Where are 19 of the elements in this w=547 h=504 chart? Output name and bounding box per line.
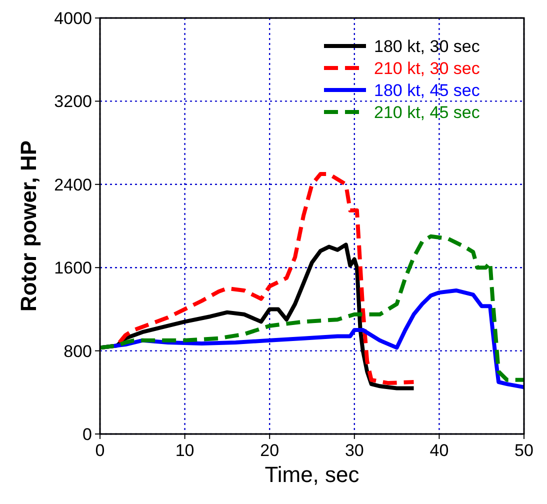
y-tick-label: 3200 <box>54 92 92 112</box>
x-tick-label: 30 <box>344 441 364 460</box>
legend-label: 180 kt, 45 sec <box>374 81 480 100</box>
x-tick-label: 10 <box>175 441 194 460</box>
x-tick-label: 50 <box>514 441 534 460</box>
x-tick-label: 0 <box>95 441 105 460</box>
y-tick-label: 800 <box>64 342 92 361</box>
line-series <box>98 234 526 382</box>
legend-label: 210 kt, 45 sec <box>374 103 480 122</box>
legend-label: 210 kt, 30 sec <box>374 59 480 78</box>
x-tick-label: 40 <box>430 441 449 460</box>
x-axis-title: Time, sec <box>264 462 360 487</box>
y-axis-title: Rotor power, HP <box>16 140 41 312</box>
y-tick-label: 1600 <box>54 258 92 278</box>
x-tick-label: 20 <box>260 441 280 460</box>
y-tick-label: 2400 <box>54 175 92 194</box>
y-tick-label: 0 <box>82 425 92 444</box>
y-tick-label: 4000 <box>54 9 92 28</box>
legend-label: 180 kt, 30 sec <box>374 37 480 56</box>
